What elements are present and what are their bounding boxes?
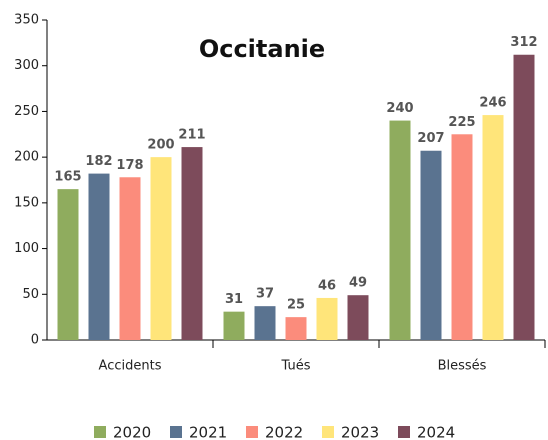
value-label: 165 bbox=[54, 170, 81, 185]
bar bbox=[285, 317, 307, 340]
chart-title: Occitanie bbox=[199, 35, 325, 63]
value-label: 31 bbox=[225, 292, 243, 307]
value-label: 37 bbox=[256, 287, 274, 302]
bar bbox=[254, 306, 276, 340]
value-label: 246 bbox=[479, 96, 506, 111]
y-tick-label: 50 bbox=[22, 287, 39, 302]
legend-label: 2022 bbox=[265, 424, 303, 440]
bar bbox=[119, 177, 141, 340]
legend-swatch bbox=[322, 426, 334, 438]
value-label: 207 bbox=[417, 131, 444, 146]
y-tick-label: 0 bbox=[31, 333, 39, 348]
bar bbox=[150, 157, 172, 340]
bar bbox=[316, 297, 338, 340]
y-tick-label: 250 bbox=[14, 104, 39, 119]
value-label: 49 bbox=[349, 276, 367, 291]
x-tick-label: Tués bbox=[281, 359, 311, 374]
value-label: 178 bbox=[116, 158, 143, 173]
x-tick-label: Accidents bbox=[99, 359, 162, 374]
value-label: 182 bbox=[85, 154, 112, 169]
legend-swatch bbox=[398, 426, 410, 438]
legend-label: 2021 bbox=[189, 424, 227, 440]
value-label: 312 bbox=[510, 35, 537, 50]
value-label: 200 bbox=[147, 138, 174, 153]
bar bbox=[57, 189, 79, 340]
value-label: 46 bbox=[318, 278, 336, 293]
legend-swatch bbox=[94, 426, 106, 438]
legend-swatch bbox=[170, 426, 182, 438]
y-tick-label: 100 bbox=[14, 241, 39, 256]
value-label: 211 bbox=[178, 128, 205, 143]
legend-label: 2024 bbox=[417, 424, 455, 440]
bar bbox=[420, 150, 442, 340]
x-tick-label: Blessés bbox=[438, 359, 487, 374]
value-label: 240 bbox=[386, 101, 413, 116]
bar bbox=[181, 147, 203, 340]
y-tick-label: 350 bbox=[14, 13, 39, 28]
legend-label: 2020 bbox=[113, 424, 151, 440]
y-tick-label: 300 bbox=[14, 58, 39, 73]
legend-swatch bbox=[246, 426, 258, 438]
value-label: 25 bbox=[287, 298, 305, 313]
bar bbox=[347, 295, 369, 340]
bar bbox=[482, 115, 504, 340]
value-label: 225 bbox=[448, 115, 475, 130]
bar bbox=[223, 311, 245, 340]
legend-label: 2023 bbox=[341, 424, 379, 440]
bar bbox=[513, 54, 535, 340]
y-tick-label: 200 bbox=[14, 150, 39, 165]
y-tick-label: 150 bbox=[14, 195, 39, 210]
bar bbox=[451, 134, 473, 340]
bar bbox=[88, 173, 110, 340]
bar bbox=[389, 120, 411, 340]
